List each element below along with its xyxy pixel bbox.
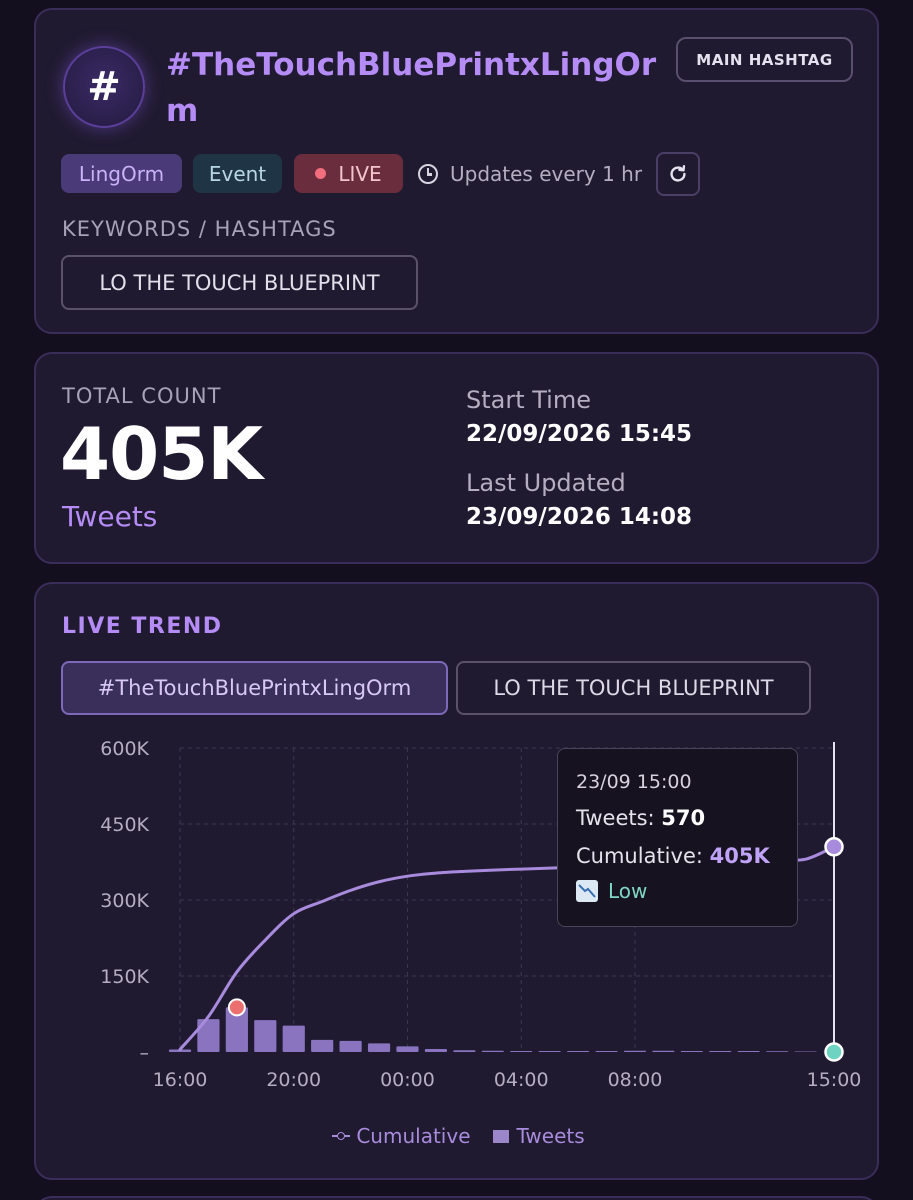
cumulative-end-marker — [824, 837, 844, 857]
x-tick-label: 08:00 — [608, 1069, 663, 1091]
start-time-value: 22/09/2026 15:45 — [466, 421, 693, 447]
tweets-bar — [481, 1050, 504, 1052]
x-tick-label: 16:00 — [153, 1069, 208, 1091]
tag-lingorm[interactable]: LingOrm — [61, 154, 182, 193]
next-card — [34, 1196, 879, 1200]
y-tick-label: 150K — [100, 966, 149, 988]
update-frequency-text: Updates every 1 hr — [450, 161, 643, 186]
keywords-label: KEYWORDS / HASHTAGS — [62, 217, 337, 241]
chart-tooltip: 23/09 15:00 Tweets: 570 Cumulative: 405K… — [557, 748, 798, 927]
hash-symbol: # — [87, 64, 121, 110]
live-trend-title: LIVE TREND — [62, 614, 223, 639]
tweets-bar — [396, 1046, 419, 1052]
total-count-unit: Tweets — [62, 500, 158, 533]
tweets-bar — [453, 1050, 476, 1052]
tweets-bar — [766, 1051, 789, 1052]
last-updated-value: 23/09/2026 14:08 — [466, 504, 693, 530]
tweets-bar — [737, 1050, 760, 1052]
tweets-end-marker — [824, 1042, 844, 1062]
tooltip-cumulative: Cumulative: 405K — [576, 844, 770, 868]
last-updated-label: Last Updated — [466, 469, 626, 497]
tweets-bar — [282, 1025, 305, 1052]
start-time-label: Start Time — [466, 386, 591, 414]
trend-chart[interactable]: 600K 450K 300K 150K –16:00 20:00 00:00 04:00 08:… — [36, 584, 881, 1182]
x-tick-label: 04:00 — [494, 1069, 549, 1091]
clock-icon — [418, 163, 438, 184]
tooltip-cumulative-label: Cumulative: — [576, 844, 710, 868]
peak-marker — [227, 998, 246, 1017]
tooltip-time: 23/09 15:00 — [576, 771, 692, 793]
keyword-chip[interactable]: LO THE TOUCH BLUEPRINT — [61, 255, 418, 310]
legend-cumulative-label: Cumulative — [356, 1124, 471, 1148]
tweets-bar — [225, 1007, 248, 1052]
y-tick-label: 300K — [100, 890, 149, 912]
tag-event[interactable]: Event — [193, 154, 282, 193]
x-tick-label: 20:00 — [266, 1069, 321, 1091]
legend-bar-icon — [492, 1129, 509, 1143]
tweets-bar — [794, 1051, 817, 1052]
tweets-bar — [367, 1043, 391, 1052]
tooltip-tweets-value: 570 — [661, 806, 706, 830]
tweets-bar — [197, 1019, 220, 1052]
live-dot-icon — [315, 168, 327, 179]
live-badge: LIVE — [294, 154, 403, 193]
total-count-value: 405K — [60, 412, 263, 496]
refresh-icon — [670, 165, 686, 182]
tweets-bar — [652, 1050, 675, 1052]
legend-tweets-label: Tweets — [516, 1124, 585, 1148]
update-frequency: Updates every 1 hr — [418, 154, 642, 193]
tweets-bar — [709, 1050, 732, 1052]
total-count-label: TOTAL COUNT — [62, 384, 222, 408]
hashtag-avatar-icon: # — [63, 46, 145, 128]
tweets-bar — [623, 1050, 647, 1052]
live-trend-card: LIVE TREND #TheTouchBluePrintxLingOrm LO… — [34, 582, 879, 1180]
hashtag-title: #TheTouchBluePrintxLingOrm — [166, 47, 657, 129]
tweets-bar — [424, 1048, 448, 1052]
y-tick-label: 600K — [100, 738, 149, 760]
hashtag-header-card: # #TheTouchBluePrintxLingOrm MAIN HASHTA… — [34, 8, 879, 334]
y-tick-label: – — [140, 1042, 150, 1064]
tab-main-hashtag[interactable]: #TheTouchBluePrintxLingOrm — [61, 661, 448, 715]
main-hashtag-badge[interactable]: MAIN HASHTAG — [676, 37, 853, 82]
tooltip-level-text: Low — [608, 879, 648, 903]
x-tick-label: 15:00 — [807, 1069, 862, 1091]
tooltip-cumulative-value: 405K — [709, 844, 770, 868]
chart-legend: Cumulative Tweets — [36, 1124, 881, 1148]
tab-keyword[interactable]: LO THE TOUCH BLUEPRINT — [456, 661, 811, 715]
tweets-bar — [538, 1050, 561, 1052]
legend-line-icon — [332, 1132, 351, 1140]
tooltip-tweets: Tweets: 570 — [576, 806, 705, 830]
legend-tweets[interactable]: Tweets — [492, 1124, 585, 1148]
tweets-bar — [510, 1050, 533, 1052]
y-tick-label: 450K — [100, 814, 149, 836]
tweets-bar — [595, 1050, 618, 1052]
tooltip-level: Low — [576, 879, 647, 903]
legend-cumulative[interactable]: Cumulative — [332, 1124, 471, 1148]
live-label: LIVE — [338, 161, 382, 186]
x-tick-label: 00:00 — [380, 1069, 435, 1091]
chart-decreasing-icon — [576, 880, 598, 902]
refresh-button[interactable] — [656, 152, 700, 196]
tooltip-tweets-label: Tweets: — [576, 806, 662, 830]
tweets-bar — [339, 1040, 362, 1052]
tweets-bar — [680, 1050, 703, 1052]
tweets-bar — [311, 1039, 334, 1052]
tweets-bar — [254, 1020, 277, 1052]
total-count-card: TOTAL COUNT 405K Tweets Start Time 22/09… — [34, 352, 879, 564]
tweets-bar — [566, 1050, 590, 1052]
